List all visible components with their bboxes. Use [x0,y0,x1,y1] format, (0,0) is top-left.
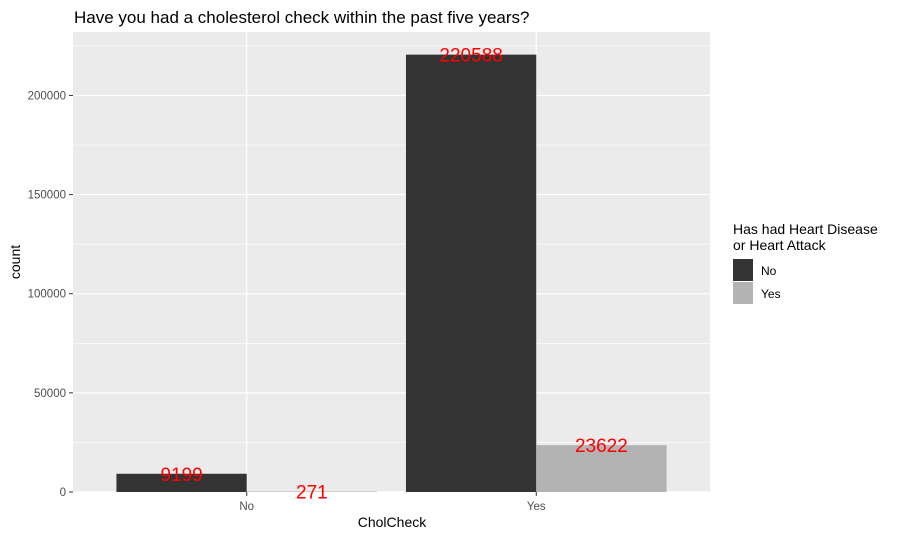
labels-layer: 9199 220588 271 23622 [160,46,627,504]
bar-yes-yes [536,445,667,492]
y-axis: 0 50000 100000 150000 200000 [28,90,73,499]
y-tick-label: 100000 [28,289,66,301]
y-tick-label: 50000 [34,388,66,400]
data-label: 271 [296,482,328,503]
y-tick-label: 200000 [28,90,66,102]
legend-swatch-no [733,259,753,281]
legend-title-line-2: or Heart Attack [733,237,827,253]
bar-yes-no [405,54,537,492]
bar-no-yes [246,491,378,492]
legend-title-line-1: Has had Heart Disease [733,221,878,237]
data-label: 9199 [160,465,202,486]
bars-layer [116,54,667,492]
chart-title: Have you had a cholesterol check within … [74,8,529,27]
x-tick-label: Yes [527,501,546,513]
x-tick-label: No [239,501,254,513]
legend: Has had Heart Disease or Heart Attack No… [733,221,878,304]
legend-label-no: No [761,264,777,278]
x-axis-title: CholCheck [358,514,427,530]
legend-swatch-yes [733,282,753,304]
bar-no-no [116,473,247,492]
y-tick-label: 0 [60,487,66,499]
data-label: 23622 [575,436,628,457]
y-tick-label: 150000 [28,190,66,202]
x-axis: No Yes [239,492,546,513]
legend-label-yes: Yes [761,287,781,301]
data-label: 220588 [439,46,502,67]
plot-panel [73,32,710,492]
y-axis-title: count [7,245,23,279]
